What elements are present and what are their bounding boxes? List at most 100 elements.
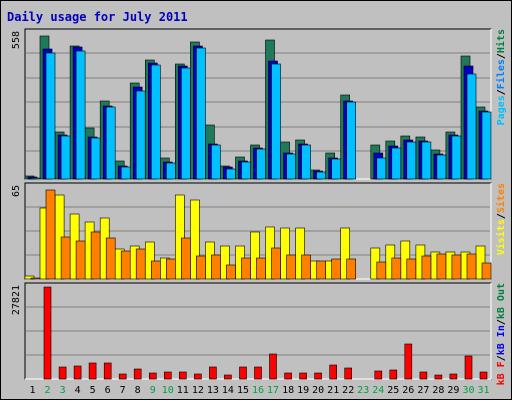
chart-title: Daily usage for July 2011 xyxy=(7,10,188,24)
bar-kb-f-day-10 xyxy=(164,371,172,380)
bar-sites-day-28 xyxy=(436,253,447,280)
bar-sites-day-24 xyxy=(376,261,387,280)
bar-pages-day-8 xyxy=(135,90,146,180)
legend-entry: Files xyxy=(495,59,507,89)
panel-legend: Pages/Files/Hits xyxy=(495,29,507,125)
bar-sites-day-5 xyxy=(90,231,101,280)
bar-pages-day-19 xyxy=(301,144,311,180)
x-tick-label: 18 xyxy=(282,385,294,396)
x-tick-label: 9 xyxy=(150,385,156,396)
bar-sites-day-11 xyxy=(181,237,191,280)
panel-max-label: 27821 xyxy=(11,285,22,315)
bar-visits-day-22 xyxy=(340,227,351,280)
bar-sites-day-20 xyxy=(316,260,326,280)
legend-entry: / xyxy=(496,89,507,95)
bar-sites-day-9 xyxy=(151,260,161,280)
bar-kb-f-day-28 xyxy=(434,374,443,380)
bar-pages-day-14 xyxy=(226,168,236,180)
bar-kb-f-day-17 xyxy=(269,353,277,380)
bar-pages-day-12 xyxy=(196,47,206,180)
bar-kb-f-day-27 xyxy=(419,371,428,380)
legend-entry: Hits xyxy=(495,29,507,53)
bar-sites-day-30 xyxy=(466,253,477,280)
x-tick-label: 16 xyxy=(252,385,264,396)
bar-sites-day-16 xyxy=(256,257,266,280)
bar-sites-day-13 xyxy=(211,254,221,280)
bar-pages-day-22 xyxy=(346,101,357,180)
bar-sites-day-27 xyxy=(421,255,432,280)
bar-pages-day-31 xyxy=(481,111,492,180)
bar-sites-day-6 xyxy=(105,237,116,280)
bar-pages-day-6 xyxy=(105,106,116,180)
bar-kb-f-day-15 xyxy=(239,366,247,380)
bar-sites-day-2 xyxy=(45,189,56,280)
bar-sites-day-1 xyxy=(30,277,41,280)
bar-kb-f-day-11 xyxy=(179,371,187,380)
bar-pages-day-3 xyxy=(60,135,71,180)
bar-pages-day-24 xyxy=(376,157,387,180)
x-tick-label: 13 xyxy=(207,385,219,396)
bar-pages-day-11 xyxy=(181,67,191,180)
bar-visits-day-1 xyxy=(24,275,35,280)
bar-kb-f-day-4 xyxy=(73,365,82,380)
bar-pages-day-26 xyxy=(406,141,417,180)
x-tick-label: 15 xyxy=(237,385,249,396)
bar-kb-f-day-25 xyxy=(389,369,398,380)
x-tick-label: 22 xyxy=(342,385,354,396)
x-tick-label: 5 xyxy=(90,385,96,396)
bar-pages-day-2 xyxy=(45,52,56,180)
bar-sites-day-25 xyxy=(391,257,402,280)
bar-pages-day-16 xyxy=(256,148,266,180)
bar-kb-f-day-19 xyxy=(299,372,307,380)
bar-pages-day-20 xyxy=(316,171,326,180)
panel-max-label: 558 xyxy=(11,31,22,49)
bar-sites-day-31 xyxy=(481,262,492,280)
bar-sites-day-12 xyxy=(196,255,206,280)
bar-kb-f-day-30 xyxy=(464,355,473,380)
legend-entry: kB In xyxy=(496,325,507,355)
bar-kb-f-day-22 xyxy=(344,367,353,380)
bar-kb-f-day-16 xyxy=(254,366,262,380)
bar-pages-day-25 xyxy=(391,147,402,180)
bar-pages-day-30 xyxy=(466,73,477,180)
x-tick-label: 19 xyxy=(297,385,309,396)
bar-sites-day-10 xyxy=(166,258,176,280)
bar-sites-day-18 xyxy=(286,254,296,280)
bar-sites-day-19 xyxy=(301,254,311,280)
bar-visits-day-11 xyxy=(175,194,185,280)
panel-legend: kB F/kB In/kB Out xyxy=(496,283,507,385)
bar-kb-f-day-26 xyxy=(404,343,413,380)
bar-sites-day-29 xyxy=(451,254,462,280)
bar-sites-day-4 xyxy=(75,240,86,280)
x-tick-label: 30 xyxy=(462,385,474,396)
bar-pages-day-13 xyxy=(211,144,221,180)
x-tick-label: 6 xyxy=(105,385,111,396)
bar-sites-day-8 xyxy=(135,248,146,280)
x-tick-label: 8 xyxy=(135,385,141,396)
bar-sites-day-7 xyxy=(120,250,131,280)
legend-entry: / xyxy=(496,319,507,325)
legend-entry: kB F xyxy=(496,361,507,385)
bar-pages-day-10 xyxy=(166,162,176,180)
legend-entry: / xyxy=(496,213,507,219)
bar-sites-day-15 xyxy=(241,257,251,280)
x-tick-label: 25 xyxy=(387,385,399,396)
bar-pages-day-17 xyxy=(271,63,281,180)
panel-legend: Visits/Sites xyxy=(495,183,507,255)
legend-entry: kB Out xyxy=(496,283,507,319)
bar-pages-day-15 xyxy=(241,161,251,180)
x-tick-label: 3 xyxy=(60,385,66,396)
bar-kb-f-day-12 xyxy=(194,373,202,380)
bar-pages-day-21 xyxy=(331,158,342,180)
bar-pages-day-1 xyxy=(30,177,41,180)
x-tick-label: 27 xyxy=(417,385,429,396)
x-tick-label: 4 xyxy=(75,385,81,396)
bar-kb-f-day-24 xyxy=(374,370,383,380)
x-tick-label: 11 xyxy=(177,385,189,396)
bar-kb-f-day-14 xyxy=(224,374,232,380)
bar-visits-day-19 xyxy=(295,227,305,280)
x-tick-label: 1 xyxy=(29,385,35,396)
